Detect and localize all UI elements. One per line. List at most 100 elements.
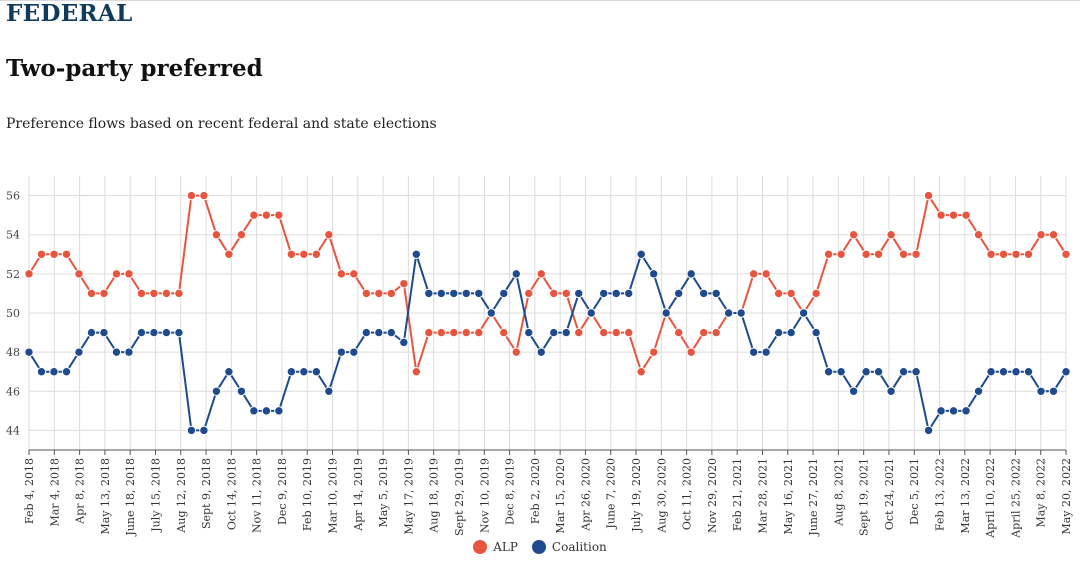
data-point-alp bbox=[948, 210, 959, 220]
data-point-coalition bbox=[711, 288, 721, 299]
x-tick-label: Apr 14, 2019 bbox=[352, 458, 365, 532]
data-point-alp bbox=[574, 327, 584, 338]
data-point-alp bbox=[611, 327, 621, 338]
data-point-coalition bbox=[1061, 367, 1071, 377]
data-point-coalition bbox=[911, 367, 921, 377]
data-point-coalition bbox=[736, 308, 746, 318]
data-point-coalition bbox=[211, 386, 222, 396]
data-point-coalition bbox=[149, 327, 159, 338]
data-point-coalition bbox=[648, 269, 659, 279]
data-point-coalition bbox=[786, 327, 796, 338]
chart-legend: ALP Coalition bbox=[0, 540, 1080, 554]
data-point-coalition bbox=[249, 406, 259, 416]
x-tick-label: Mar 10, 2019 bbox=[327, 458, 340, 534]
data-point-alp bbox=[224, 249, 234, 259]
data-point-coalition bbox=[311, 367, 322, 377]
x-tick-label: May 20, 2022 bbox=[1060, 458, 1073, 535]
data-point-alp bbox=[599, 327, 609, 338]
data-point-alp bbox=[648, 347, 659, 357]
data-point-alp bbox=[1061, 249, 1071, 259]
y-tick-label: 48 bbox=[6, 346, 20, 359]
data-point-alp bbox=[249, 210, 259, 220]
data-point-coalition bbox=[374, 327, 384, 338]
data-point-coalition bbox=[86, 327, 97, 338]
data-point-coalition bbox=[886, 386, 896, 396]
data-point-alp bbox=[149, 288, 159, 299]
x-tick-label: June 18, 2018 bbox=[124, 458, 137, 537]
legend-label-coalition: Coalition bbox=[551, 540, 607, 554]
data-point-coalition bbox=[111, 347, 122, 357]
data-point-alp bbox=[961, 210, 971, 220]
legend-item-alp[interactable]: ALP bbox=[473, 540, 518, 554]
section-title: FEDERAL bbox=[6, 0, 133, 27]
data-point-coalition bbox=[1036, 386, 1046, 396]
data-point-alp bbox=[898, 249, 909, 259]
x-tick-label: Dec 8, 2019 bbox=[504, 458, 517, 525]
data-point-coalition bbox=[136, 327, 147, 338]
data-point-coalition bbox=[798, 308, 809, 318]
data-point-coalition bbox=[998, 367, 1009, 377]
data-point-alp bbox=[474, 327, 484, 338]
data-point-coalition bbox=[861, 367, 871, 377]
data-point-alp bbox=[773, 288, 784, 299]
data-point-alp bbox=[274, 210, 284, 220]
data-point-coalition bbox=[673, 288, 684, 299]
data-point-coalition bbox=[823, 367, 834, 377]
data-point-coalition bbox=[474, 288, 484, 299]
x-tick-label: Apr 26, 2020 bbox=[579, 458, 592, 532]
series-line-alp bbox=[28, 194, 1067, 373]
data-point-alp bbox=[624, 327, 634, 338]
x-tick-label: Nov 10, 2019 bbox=[478, 458, 491, 533]
x-tick-label: Nov 29, 2020 bbox=[706, 458, 719, 533]
x-tick-label: Dec 9, 2018 bbox=[276, 458, 289, 525]
y-tick-label: 50 bbox=[6, 307, 20, 320]
data-point-coalition bbox=[424, 288, 434, 299]
x-tick-label: July 15, 2018 bbox=[149, 458, 162, 533]
data-point-coalition bbox=[436, 288, 447, 299]
data-point-coalition bbox=[561, 327, 571, 338]
data-point-coalition bbox=[973, 386, 984, 396]
x-tick-label: Oct 14, 2018 bbox=[225, 458, 238, 530]
data-point-alp bbox=[636, 367, 646, 377]
data-point-alp bbox=[973, 230, 984, 240]
data-point-coalition bbox=[524, 327, 534, 338]
y-tick-label: 54 bbox=[6, 229, 20, 242]
data-point-alp bbox=[61, 249, 72, 259]
data-point-coalition bbox=[61, 367, 72, 377]
data-point-alp bbox=[873, 249, 884, 259]
data-point-coalition bbox=[574, 288, 584, 299]
data-point-coalition bbox=[199, 425, 209, 436]
data-point-alp bbox=[673, 327, 684, 338]
data-point-coalition bbox=[873, 367, 884, 377]
data-point-alp bbox=[561, 288, 571, 299]
data-point-alp bbox=[261, 210, 272, 220]
data-point-coalition bbox=[936, 406, 946, 416]
legend-item-coalition[interactable]: Coalition bbox=[531, 540, 607, 554]
legend-label-alp: ALP bbox=[493, 540, 518, 554]
data-point-coalition bbox=[723, 308, 734, 318]
data-point-coalition bbox=[636, 249, 646, 259]
data-point-alp bbox=[374, 288, 384, 299]
data-point-alp bbox=[74, 269, 84, 279]
data-point-alp bbox=[24, 269, 34, 279]
x-tick-label: Feb 10, 2019 bbox=[301, 458, 314, 531]
data-point-coalition bbox=[961, 406, 971, 416]
data-point-coalition bbox=[74, 347, 84, 357]
data-point-coalition bbox=[773, 327, 784, 338]
data-point-coalition bbox=[511, 269, 521, 279]
data-point-alp bbox=[823, 249, 834, 259]
y-tick-label: 56 bbox=[6, 190, 20, 203]
data-point-alp bbox=[986, 249, 996, 259]
data-point-coalition bbox=[486, 308, 496, 318]
data-point-coalition bbox=[923, 425, 934, 436]
data-point-alp bbox=[1048, 230, 1059, 240]
data-point-alp bbox=[199, 190, 209, 201]
data-point-alp bbox=[399, 278, 409, 289]
data-point-alp bbox=[161, 288, 172, 299]
data-point-alp bbox=[923, 190, 934, 201]
x-tick-label: Mar 28, 2021 bbox=[756, 458, 769, 534]
data-point-alp bbox=[998, 249, 1009, 259]
data-point-alp bbox=[86, 288, 97, 299]
x-tick-label: June 27, 2021 bbox=[807, 458, 820, 537]
